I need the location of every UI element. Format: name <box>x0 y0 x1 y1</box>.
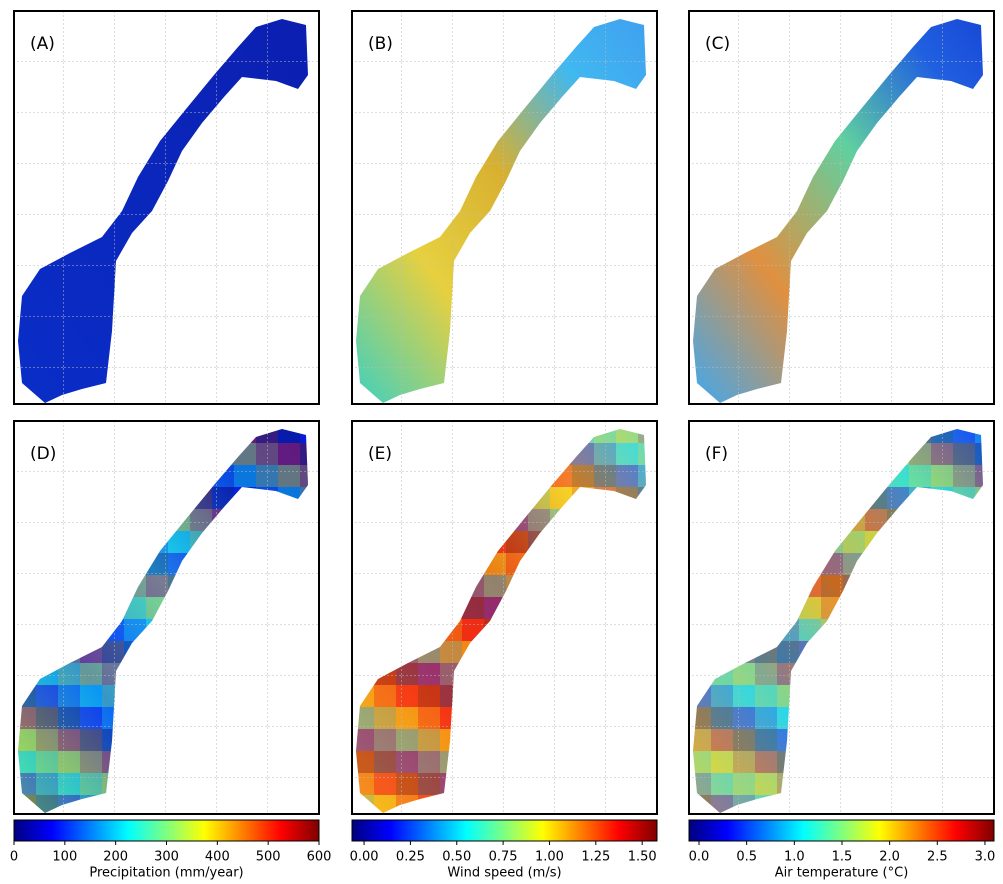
panel-border <box>688 10 995 405</box>
grid <box>352 11 657 404</box>
grid <box>14 11 319 404</box>
tick-label: 0.75 <box>489 850 518 865</box>
panel-label: (F) <box>705 444 728 464</box>
colorbar <box>688 819 995 842</box>
tick-label: 1.0 <box>784 850 805 865</box>
map-panel: (B) <box>351 10 658 405</box>
tick-label: 0.0 <box>689 850 710 865</box>
tick-label: 0 <box>10 850 18 865</box>
tick-label: 2.5 <box>927 850 948 865</box>
tick-label: 1.25 <box>581 850 610 865</box>
tick-label: 100 <box>52 850 77 865</box>
tick-label: 2.0 <box>879 850 900 865</box>
map-panel: (C) <box>688 10 995 405</box>
tick-label: 0.50 <box>442 850 471 865</box>
panel-label: (A) <box>30 34 55 54</box>
grid <box>689 421 994 814</box>
panel-label: (B) <box>368 34 393 54</box>
colorbar <box>13 819 320 842</box>
tick-label: 400 <box>205 850 230 865</box>
tick-label: 200 <box>103 850 128 865</box>
panel-label: (E) <box>368 444 392 464</box>
grid <box>352 421 657 814</box>
map-panel: (A) <box>13 10 320 405</box>
tick-label: 3.0 <box>975 850 996 865</box>
panel-label: (D) <box>30 444 56 464</box>
panel-label: (C) <box>705 34 730 54</box>
tick-label: 1.50 <box>628 850 657 865</box>
panel-border <box>688 420 995 815</box>
panel-border <box>351 420 658 815</box>
panel-border <box>351 10 658 405</box>
tick-label: 0.00 <box>350 850 379 865</box>
colorbar-label: Air temperature (°C) <box>775 866 909 881</box>
tick-label: 0.25 <box>396 850 425 865</box>
tick-label: 600 <box>307 850 332 865</box>
map-panel: (D) <box>13 420 320 815</box>
map-panel: (E) <box>351 420 658 815</box>
panel-border <box>13 10 320 405</box>
panel-border <box>13 420 320 815</box>
grid <box>14 421 319 814</box>
tick-label: 1.5 <box>832 850 853 865</box>
colorbar-label: Wind speed (m/s) <box>447 866 561 881</box>
grid <box>689 11 994 404</box>
tick-label: 1.00 <box>535 850 564 865</box>
tick-label: 500 <box>256 850 281 865</box>
map-panel: (F) <box>688 420 995 815</box>
tick-label: 0.5 <box>736 850 757 865</box>
colorbar-label: Precipitation (mm/year) <box>89 866 243 881</box>
tick-label: 300 <box>154 850 179 865</box>
colorbar <box>351 819 658 842</box>
